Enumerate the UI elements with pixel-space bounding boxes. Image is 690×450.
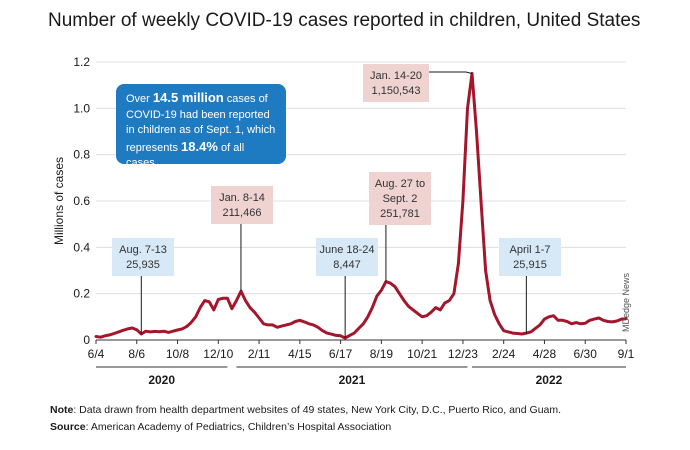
annotation-box — [316, 238, 378, 276]
x-tick-label: 6/4 — [88, 347, 105, 361]
x-tick-label: 9/1 — [618, 347, 635, 361]
info-percent: 18.4% — [181, 138, 218, 154]
y-axis-title: Millions of cases — [52, 157, 66, 245]
annotation-box — [112, 238, 174, 276]
y-tick-label: 0.4 — [73, 240, 90, 254]
annotation-label: Jan. 14-20 — [370, 70, 422, 82]
x-tick-label: 2/11 — [248, 347, 271, 361]
source-text: : American Academy of Pediatrics, Childr… — [85, 421, 392, 433]
x-tick-label: 12/10 — [203, 347, 233, 361]
series-line — [94, 71, 628, 340]
y-tick-label: 0 — [83, 333, 90, 347]
annotation-label: 211,466 — [223, 207, 262, 219]
year-label: 2021 — [339, 373, 366, 387]
x-tick-label: 8/19 — [370, 347, 394, 361]
annotation-label: 1,150,543 — [372, 85, 421, 97]
info-text-2: cases of COVID-19 had been reported in c… — [126, 93, 276, 154]
x-tick-label: 4/15 — [288, 347, 312, 361]
annotation-label: Aug. 7-13 — [119, 244, 167, 256]
y-tick-label: 1.2 — [73, 55, 90, 69]
source-line: Source: American Academy of Pediatrics, … — [50, 419, 561, 436]
x-tick-label: 2/24 — [492, 347, 516, 361]
x-tick-label: 4/28 — [533, 347, 557, 361]
annotation-label: Sept. 2 — [383, 193, 418, 205]
x-tick-label: 6/30 — [574, 347, 598, 361]
annotation-leader — [429, 71, 473, 74]
annotation-label: 25,915 — [513, 259, 547, 271]
y-tick-label: 0.8 — [73, 148, 90, 162]
credit-label: MDedge News — [621, 272, 631, 332]
year-label: 2020 — [148, 373, 175, 387]
annotation-label: Aug. 27 to — [375, 178, 425, 190]
chart-title: Number of weekly COVID-19 cases reported… — [48, 10, 641, 31]
summary-info-box: Over 14.5 million cases of COVID-19 had … — [116, 84, 286, 169]
x-tick-label: 10/8 — [166, 347, 190, 361]
annotation-box — [363, 64, 429, 102]
note-text: : Data drawn from health department webs… — [73, 404, 562, 416]
x-tick-label: 12/23 — [448, 347, 478, 361]
y-tick-label: 1.0 — [73, 101, 90, 115]
annotation-label: Jan. 8-14 — [219, 192, 265, 204]
note-line: Note: Data drawn from health department … — [50, 402, 561, 419]
annotation-label: 251,781 — [380, 208, 420, 220]
annotation-box — [211, 186, 273, 224]
info-total-cases: 14.5 million — [152, 90, 224, 105]
x-tick-label: 8/6 — [128, 347, 145, 361]
info-text-3: of all cases. — [126, 141, 245, 170]
info-text-1: Over — [126, 93, 153, 105]
x-tick-label: 10/21 — [407, 347, 437, 361]
annotation-label: 8,447 — [333, 259, 361, 271]
annotation-label: 25,935 — [126, 259, 160, 271]
annotation-label: June 18-24 — [319, 244, 374, 256]
note-label: Note — [50, 404, 74, 416]
annotation-box — [499, 238, 561, 276]
year-label: 2022 — [536, 373, 563, 387]
source-label: Source — [50, 421, 86, 433]
footnotes: Note: Data drawn from health department … — [50, 402, 561, 436]
annotation-box — [369, 172, 431, 225]
y-tick-label: 0.6 — [73, 194, 90, 208]
annotation-label: April 1-7 — [510, 244, 551, 256]
y-tick-label: 0.2 — [73, 287, 90, 301]
x-tick-label: 6/17 — [329, 347, 353, 361]
